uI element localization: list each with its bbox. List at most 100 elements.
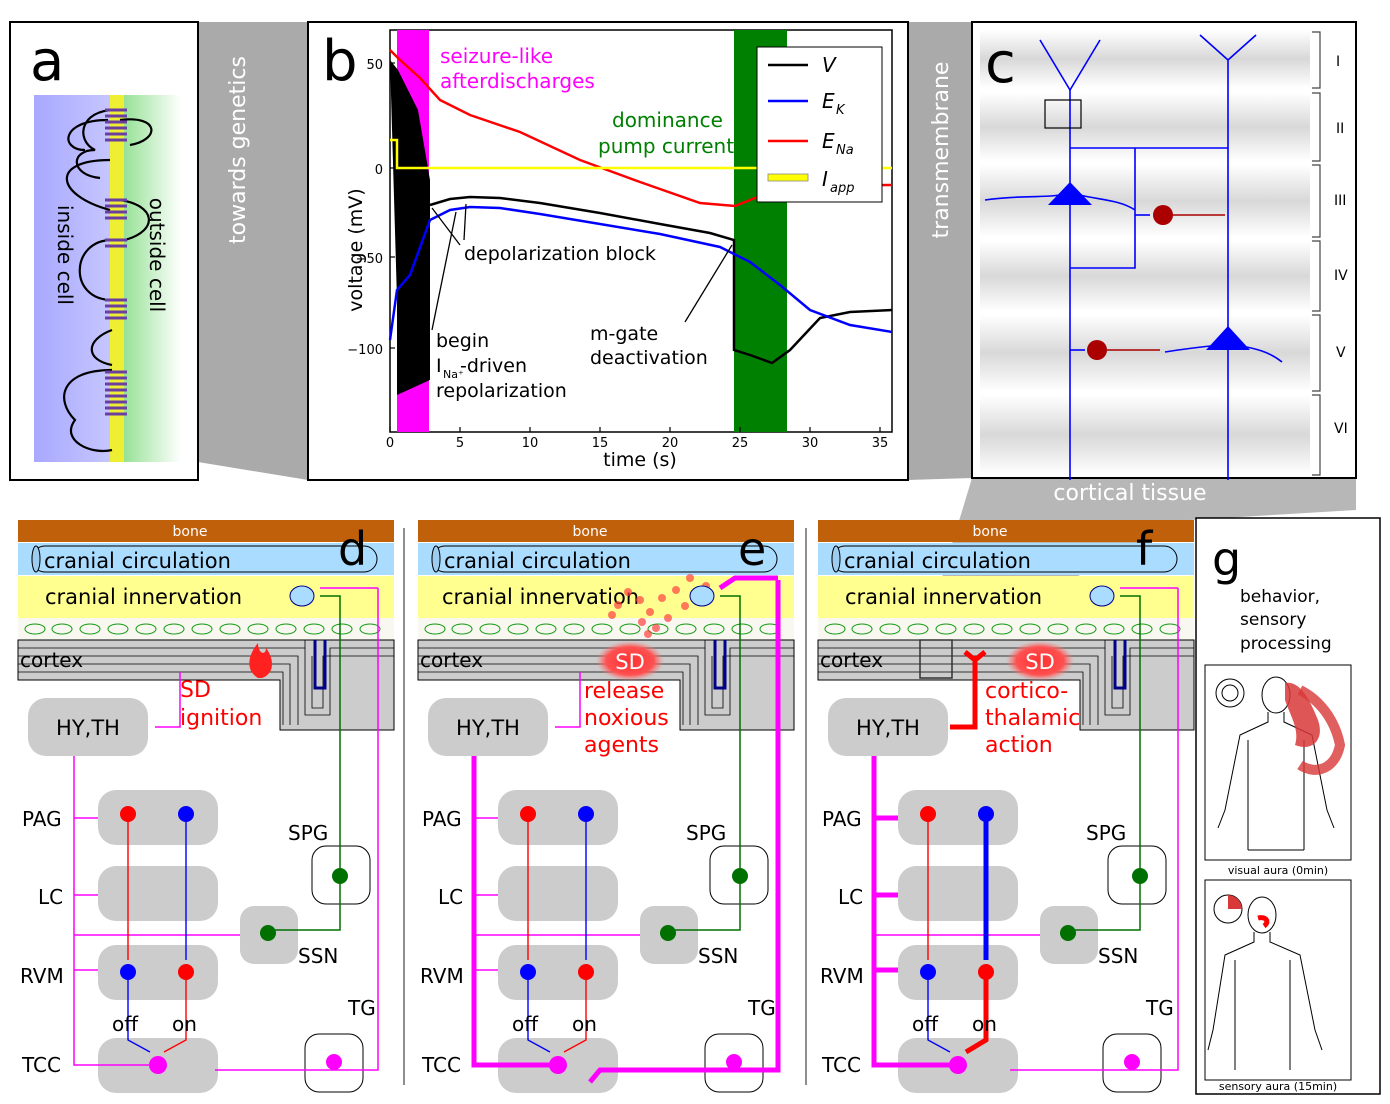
xtick-0: 0 [386, 436, 394, 451]
f-cortex: cortex [820, 648, 883, 672]
caption-transmembrane: transmembrane [929, 62, 954, 239]
panel-a: a inside cell outside cell [9, 21, 199, 481]
legend-ek: E [822, 89, 835, 113]
xtick-25: 25 [732, 436, 749, 451]
annotation-begin-3: repolarization [436, 380, 567, 402]
f-rvm: RVM [820, 964, 864, 988]
d-note-1: SD [180, 678, 211, 703]
f-ssn: SSN [1098, 944, 1138, 968]
interneuron-1 [1153, 205, 1173, 225]
panel-e: bone cranial circulation cranial innerva… [417, 520, 795, 1093]
e-note-2: noxious [584, 706, 669, 731]
f-on: on [972, 1012, 997, 1036]
e-note-1: release [584, 679, 664, 704]
panel-d-letter: d [338, 522, 367, 576]
xtick-15: 15 [592, 436, 609, 451]
f-note-2: thalamic [985, 706, 1080, 731]
f-sd: SD [1025, 650, 1055, 674]
trace-v [429, 195, 893, 365]
legend-iapp: I [822, 167, 828, 191]
ytick-m100: −100 [347, 343, 383, 358]
layer-iv: IV [1334, 268, 1348, 284]
panel-g-letter: g [1212, 532, 1241, 586]
annotation-mgate-2: deactivation [590, 347, 708, 369]
label-inside-cell: inside cell [53, 205, 77, 305]
annotation-dominance-2: pump current [598, 134, 734, 158]
xtick-20: 20 [662, 436, 679, 451]
f-lc: LC [838, 885, 863, 909]
d-spg: SPG [288, 821, 328, 845]
legend-ena: E [822, 129, 835, 153]
trace-ek [388, 205, 893, 341]
annotation-seizure-1: seizure-like [440, 44, 553, 68]
d-lc: LC [38, 885, 63, 909]
annotation-begin-2sub: Na⁺ [443, 368, 464, 381]
annotation-begin-2b: -driven [460, 355, 527, 377]
panel-c-letter: c [985, 31, 1016, 96]
e-pag: PAG [422, 807, 462, 831]
ytick-m50: −50 [356, 252, 383, 267]
e-lc: LC [438, 885, 463, 909]
e-bone: bone [573, 524, 608, 540]
d-rvm: RVM [20, 964, 64, 988]
annotation-begin-1: begin [436, 330, 489, 352]
f-circulation: cranial circulation [844, 549, 1031, 573]
e-tg: TG [747, 996, 776, 1020]
e-cortex: cortex [420, 648, 483, 672]
e-hy-th: HY,TH [456, 716, 520, 740]
annotation-seizure-2: afterdischarges [440, 69, 595, 93]
annotation-mgate-1: m-gate [590, 323, 658, 345]
layer-ii: II [1336, 121, 1344, 137]
e-rvm: RVM [420, 964, 464, 988]
f-tg: TG [1145, 996, 1174, 1020]
d-cortex: cortex [20, 648, 83, 672]
f-note-1: cortico- [985, 679, 1068, 704]
layer-vi: VI [1334, 421, 1348, 437]
panel-b-letter: b [322, 29, 358, 94]
trace-iapp [390, 138, 892, 170]
annotation-begin-2a: I [436, 355, 442, 377]
f-spg: SPG [1086, 821, 1126, 845]
layer-iii: III [1334, 193, 1346, 209]
e-ssn: SSN [698, 944, 738, 968]
d-pag: PAG [22, 807, 62, 831]
panel-d: bone cranial circulation cranial innerva… [17, 520, 395, 1093]
g-title-3: processing [1240, 634, 1332, 654]
panel-a-letter: a [30, 29, 64, 94]
g-caption-1: visual aura (0min) [1228, 864, 1328, 877]
d-hy-th: HY,TH [56, 716, 120, 740]
g-title-1: behavior, [1240, 587, 1320, 607]
sd-flame-icon [249, 643, 272, 678]
panel-f-letter: f [1136, 522, 1154, 576]
legend-ek-sub: K [836, 103, 846, 118]
g-caption-2: sensory aura (15min) [1219, 1080, 1337, 1093]
legend-v: V [822, 53, 837, 77]
e-circulation: cranial circulation [444, 549, 631, 573]
f-off: off [912, 1012, 939, 1036]
d-tcc: TCC [21, 1053, 61, 1077]
trace-v-block [390, 60, 430, 395]
label-outside-cell: outside cell [145, 198, 169, 313]
layer-i: I [1336, 54, 1340, 70]
f-note-3: action [985, 733, 1053, 758]
e-off: off [512, 1012, 539, 1036]
e-note-3: agents [584, 733, 659, 758]
legend-ena-sub: Na [836, 143, 854, 158]
caption-cortical-tissue: cortical tissue [1053, 481, 1206, 506]
d-bone: bone [173, 524, 208, 540]
ytick-0: 0 [375, 163, 383, 178]
f-tcc: TCC [821, 1053, 861, 1077]
panel-e-letter: e [738, 522, 766, 576]
d-on: on [172, 1012, 197, 1036]
annotation-dominance-1: dominance [612, 108, 723, 132]
e-on: on [572, 1012, 597, 1036]
f-bone: bone [973, 524, 1008, 540]
d-circulation: cranial circulation [44, 549, 231, 573]
body-figure-2 [1207, 896, 1323, 1070]
f-hy-th: HY,TH [856, 716, 920, 740]
e-spg: SPG [686, 821, 726, 845]
d-innervation: cranial innervation [45, 585, 242, 609]
xtick-30: 30 [802, 436, 819, 451]
x-axis-label: time (s) [603, 449, 677, 471]
